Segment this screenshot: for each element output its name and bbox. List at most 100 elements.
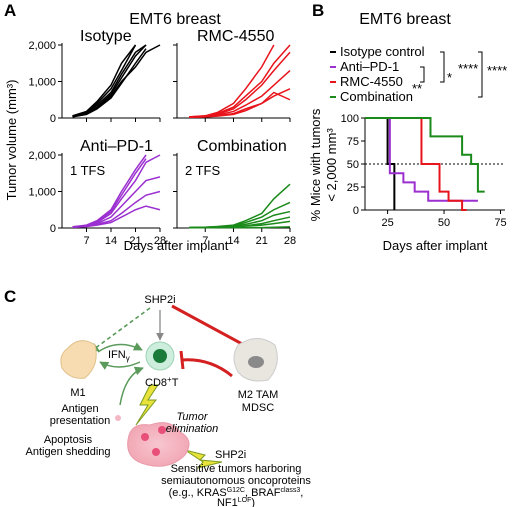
label: CD8 — [145, 377, 167, 389]
growth-curve — [72, 44, 147, 117]
superscript: G12C — [227, 487, 245, 494]
subplot-title: Combination — [197, 138, 287, 155]
x-tick-label: 7 — [83, 235, 89, 247]
label: MDSC — [242, 402, 274, 414]
y-tick-label: 75 — [347, 136, 359, 148]
y-tick-label: 0 — [50, 113, 56, 125]
y-tick-label: 1,000 — [28, 77, 56, 89]
survival-curve — [365, 117, 485, 193]
y-tick-label: 2,000 — [28, 40, 56, 52]
label: CD8+T — [145, 375, 179, 389]
y-tick-label: 25 — [347, 182, 359, 194]
significance-label: * — [447, 70, 452, 85]
panel-label: C — [4, 287, 16, 306]
growth-curve — [189, 69, 291, 119]
label: elimination — [166, 423, 219, 435]
growth-curve — [72, 44, 137, 117]
survival-curve — [365, 117, 478, 202]
growth-curve — [72, 205, 161, 229]
growth-curve — [72, 48, 147, 118]
label: (e.g., KRASG12C, BRAFclass3, — [169, 487, 304, 499]
label: (e.g., KRAS — [169, 487, 227, 499]
growth-curve — [189, 91, 291, 119]
label: Antigen shedding — [25, 446, 110, 458]
legend-label: Combination — [340, 89, 413, 104]
label: ) — [251, 497, 255, 507]
growth-curve — [72, 44, 161, 118]
subplot-title: Anti–PD-1 — [80, 138, 153, 155]
superscript: + — [167, 375, 172, 384]
x-tick-label: 14 — [227, 235, 239, 247]
arrow — [119, 366, 144, 406]
panel-label: B — [312, 1, 324, 20]
label: M1 — [70, 387, 85, 399]
x-tick-label: 25 — [381, 217, 393, 229]
growth-curve — [72, 190, 161, 229]
label: IFNγ — [108, 349, 130, 363]
subscript: γ — [126, 354, 130, 363]
tumor-cell — [141, 433, 149, 441]
chart-title: EMT6 breast — [129, 11, 221, 28]
x-axis-label: Days after implant — [124, 238, 229, 253]
arrow — [97, 342, 143, 353]
lightning — [135, 384, 159, 426]
annotation: 1 TFS — [70, 163, 105, 178]
superscript: LOF — [238, 497, 252, 504]
x-tick-label: 21 — [256, 235, 268, 247]
nucleus — [248, 356, 264, 368]
label: Tumor — [177, 411, 209, 423]
label: IFN — [108, 349, 126, 361]
y-tick-label: 100 — [341, 113, 359, 125]
bracket — [420, 66, 425, 83]
y-tick-label: 2,000 — [28, 150, 56, 162]
growth-curve — [189, 226, 291, 229]
legend-label: Isotype control — [340, 44, 425, 59]
legend-label: Anti–PD-1 — [340, 59, 399, 74]
x-tick-label: 50 — [438, 217, 450, 229]
bracket — [440, 51, 445, 83]
label: presentation — [50, 415, 111, 427]
label: , BRAF — [245, 487, 281, 499]
y-tick-label: 0 — [50, 223, 56, 235]
significance-label: **** — [487, 63, 507, 78]
m1-cell — [60, 340, 97, 379]
x-tick-label: 21 — [129, 235, 141, 247]
fragment — [115, 415, 121, 421]
label: Apoptosis — [44, 434, 93, 446]
growth-curve — [189, 210, 291, 229]
growth-curve — [189, 44, 275, 118]
growth-curve — [72, 44, 147, 118]
significance-label: ** — [412, 81, 422, 96]
y-tick-label: 0 — [353, 205, 359, 217]
label: M2 TAM — [238, 389, 279, 401]
x-tick-label: 75 — [494, 217, 506, 229]
lightning — [184, 449, 223, 469]
nucleus — [153, 349, 167, 363]
y-tick-label: 50 — [347, 159, 359, 171]
label: Sensitive tumors harboring — [171, 463, 302, 475]
y-tick-label: 1,000 — [28, 187, 56, 199]
label: semiautonomous oncoproteins — [161, 475, 311, 487]
significance-label: **** — [458, 61, 478, 76]
bracket — [478, 51, 483, 98]
label: T — [172, 377, 179, 389]
arrow — [89, 307, 151, 353]
legend-label: RMC-4550 — [340, 74, 403, 89]
y-axis-label: Tumor volume (mm³) — [4, 80, 19, 201]
x-tick-label: 14 — [105, 235, 117, 247]
chart-title: EMT6 breast — [359, 11, 451, 28]
superscript: class3 — [280, 487, 300, 494]
x-tick-label: 28 — [154, 235, 166, 247]
subplot-title: Isotype — [80, 28, 132, 45]
y-axis-label: < 2,000 mm³ — [324, 128, 339, 202]
label: , — [300, 487, 303, 499]
x-tick-label: 28 — [284, 235, 296, 247]
growth-curve — [72, 44, 137, 117]
panel-label: A — [4, 1, 16, 20]
label: SHP2i — [215, 449, 246, 461]
diagram: SHP2i IFNγ CD8+T M1 M2 TAM MDSC Antigen … — [25, 294, 311, 507]
inhibit-bar — [179, 350, 185, 370]
inhibit-line — [181, 358, 233, 378]
label: NF1LOF) — [217, 497, 255, 507]
